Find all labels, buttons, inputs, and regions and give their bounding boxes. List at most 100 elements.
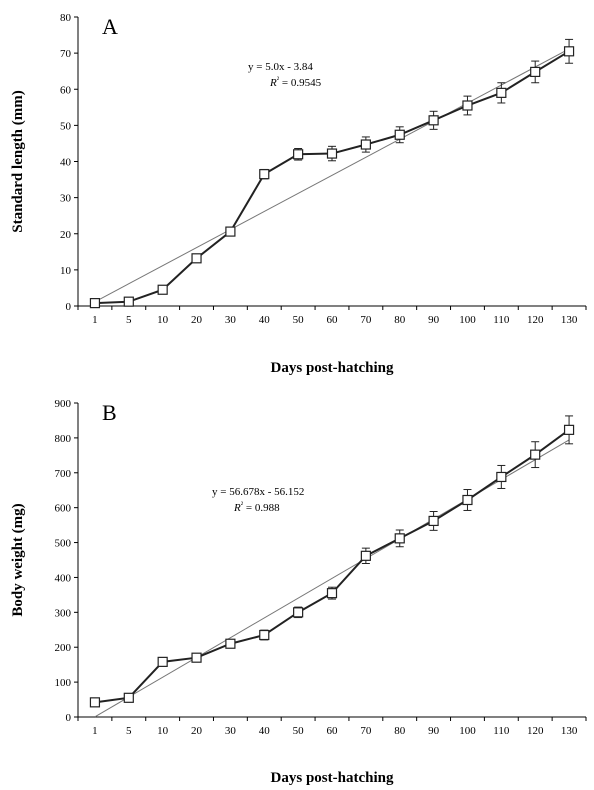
r-squared-value: = 0.9545 [279, 77, 321, 89]
r-squared-exponent: ² [277, 75, 280, 84]
x-tick-label: 100 [459, 725, 476, 737]
x-tick-label: 100 [459, 314, 476, 326]
data-point [259, 169, 270, 180]
y-axis-title: Body weight (mg) [10, 503, 26, 616]
x-tick-label: 90 [428, 314, 440, 326]
data-point [259, 629, 270, 641]
y-tick-label: 20 [60, 229, 72, 241]
chart-panel-B: 0 100 200 300 400 500 600 700 800 900 1 5 10 20 30 40 50… [10, 398, 587, 786]
y-tick-label: 80 [60, 12, 72, 24]
y-tick-label: 40 [60, 157, 72, 169]
x-tick-label: 20 [191, 314, 203, 326]
data-point [496, 471, 507, 483]
y-tick-label: 800 [55, 433, 72, 445]
data-point [394, 533, 405, 544]
y-tick-label: 300 [55, 607, 72, 619]
data-point [157, 656, 168, 667]
x-tick-label: 5 [126, 725, 132, 737]
data-point [89, 697, 101, 708]
data-point [123, 692, 134, 703]
y-tick-label: 700 [55, 468, 72, 480]
data-point [496, 87, 507, 98]
x-tick-label: 70 [360, 725, 372, 737]
data-point [360, 550, 371, 561]
x-tick-label: 110 [493, 314, 510, 326]
x-tick-label: 120 [527, 725, 544, 737]
chart-panel-A: 0 10 20 30 40 50 60 70 80 1 5 10 20 30 40 50 60 70 80 90 100… [10, 12, 587, 376]
data-point [462, 494, 473, 506]
y-tick-label: 10 [60, 265, 72, 277]
data-point [428, 115, 439, 126]
y-tick-label: 70 [60, 48, 72, 60]
x-tick-label: 50 [293, 725, 305, 737]
trendline-equation: y = 5.0x - 3.84 [248, 61, 313, 73]
r-squared-label: R² = 0.988 [233, 500, 280, 514]
x-tick-label: 30 [225, 314, 237, 326]
data-point [191, 652, 202, 663]
data-point [530, 449, 541, 460]
x-tick-label: 130 [561, 314, 578, 326]
panel-label: B [102, 400, 117, 425]
y-tick-label: 600 [55, 503, 72, 515]
data-point [530, 66, 541, 78]
y-tick-label: 50 [60, 120, 72, 132]
x-tick-label: 10 [157, 725, 169, 737]
x-tick-label: 70 [360, 314, 372, 326]
x-tick-label: 40 [259, 725, 271, 737]
x-tick-label: 20 [191, 725, 203, 737]
data-point [293, 149, 304, 160]
y-tick-label: 0 [66, 712, 72, 724]
r-squared-label: R² = 0.9545 [269, 75, 322, 89]
r-squared-symbol: R [269, 77, 277, 89]
data-point [326, 148, 338, 159]
data-point [428, 515, 439, 527]
x-tick-label: 110 [493, 725, 510, 737]
x-tick-label: 80 [394, 314, 406, 326]
x-tick-label: 60 [327, 725, 339, 737]
y-tick-label: 100 [55, 677, 72, 689]
data-point [563, 424, 575, 435]
x-tick-label: 50 [293, 314, 305, 326]
y-tick-label: 200 [55, 642, 72, 654]
x-tick-label: 1 [92, 725, 98, 737]
data-point [462, 100, 473, 111]
y-tick-label: 30 [60, 193, 72, 205]
data-point [563, 46, 575, 57]
y-axis-title: Standard length (mm) [10, 90, 26, 233]
x-tick-label: 120 [527, 314, 544, 326]
trendline-equation: y = 56.678x - 56.152 [212, 486, 304, 498]
x-axis-title: Days post-hatching [271, 770, 394, 786]
r-squared-symbol: R [233, 502, 241, 514]
panel-label: A [102, 14, 118, 39]
data-point [326, 588, 338, 599]
trendline [94, 439, 570, 718]
trendline [94, 48, 570, 303]
x-tick-label: 90 [428, 725, 440, 737]
x-axis-title: Days post-hatching [271, 360, 394, 376]
x-tick-label: 30 [225, 725, 237, 737]
data-point [123, 296, 134, 307]
data-point [394, 129, 405, 140]
y-tick-label: 0 [66, 301, 72, 313]
data-point [360, 139, 371, 150]
r-squared-value: = 0.988 [243, 502, 280, 514]
x-tick-label: 5 [126, 314, 132, 326]
x-tick-label: 10 [157, 314, 169, 326]
data-point [191, 253, 202, 264]
data-point [225, 226, 236, 237]
x-tick-label: 130 [561, 725, 578, 737]
x-tick-label: 40 [259, 314, 271, 326]
data-point [225, 638, 236, 649]
r-squared-exponent: ² [241, 500, 244, 509]
x-tick-label: 60 [327, 314, 339, 326]
data-point [89, 298, 101, 309]
x-tick-label: 80 [394, 725, 406, 737]
y-tick-label: 900 [55, 398, 72, 410]
x-tick-label: 1 [92, 314, 98, 326]
y-tick-label: 400 [55, 572, 72, 584]
y-tick-label: 60 [60, 84, 72, 96]
data-point [157, 284, 168, 295]
y-tick-label: 500 [55, 538, 72, 550]
data-point [293, 607, 304, 618]
